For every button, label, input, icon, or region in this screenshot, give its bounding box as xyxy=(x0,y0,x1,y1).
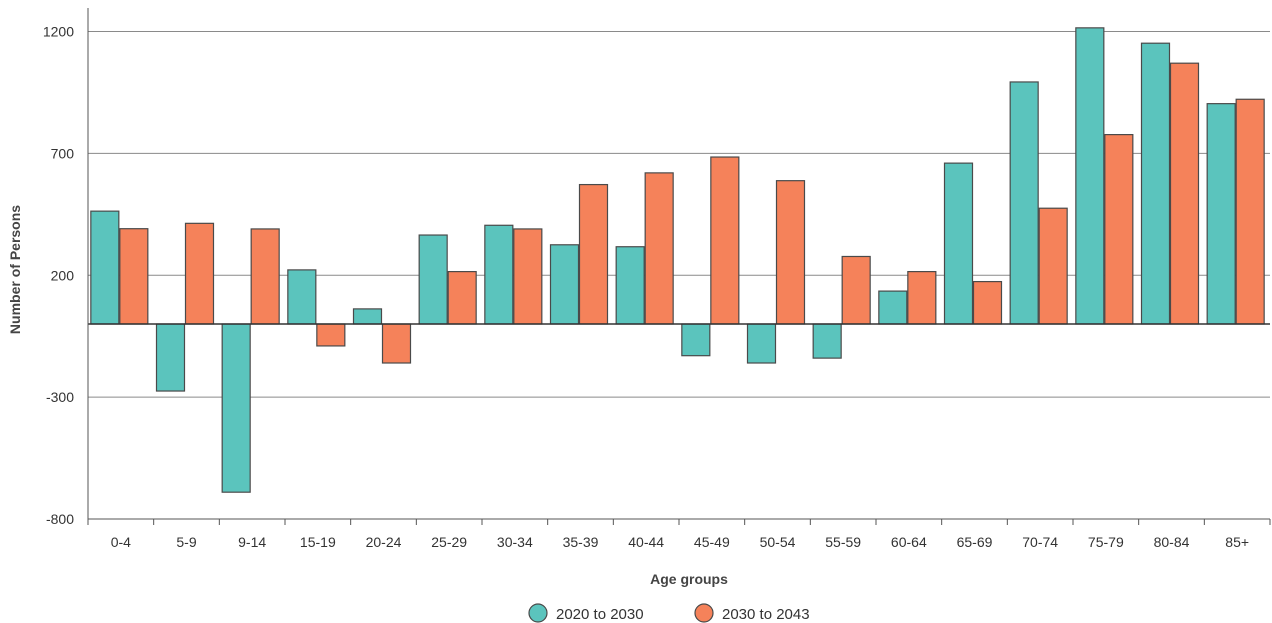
bar-series-1-20-24 xyxy=(352,308,383,325)
bar-series-1-50-54 xyxy=(746,323,777,364)
x-tick-label: 55-59 xyxy=(825,534,861,550)
bar-series-2-45-49 xyxy=(710,156,740,325)
bar-series-2-30-34 xyxy=(513,228,543,325)
x-tick-label: 70-74 xyxy=(1022,534,1058,550)
x-tick-label: 45-49 xyxy=(694,534,730,550)
bar-series-2-20-24 xyxy=(381,323,412,364)
bar-series-2-65-69 xyxy=(972,280,1003,325)
bar-series-2-40-44 xyxy=(644,172,674,325)
legend-swatch xyxy=(528,603,548,623)
bar-series-1-65-69 xyxy=(943,162,974,325)
legend-label: 2020 to 2030 xyxy=(556,606,644,623)
bar-series-1-85+ xyxy=(1206,103,1236,325)
x-tick-label: 15-19 xyxy=(300,534,336,550)
gridlines xyxy=(88,31,1270,398)
x-tick-label: 35-39 xyxy=(563,534,599,550)
x-axis-title: Age groups xyxy=(650,571,728,587)
bar-series-2-35-39 xyxy=(578,183,609,325)
bar-series-2-9-14 xyxy=(250,228,280,325)
bar-series-1-35-39 xyxy=(549,244,580,325)
x-tick-label: 40-44 xyxy=(628,534,664,550)
x-tick-label: 60-64 xyxy=(891,534,927,550)
bar-series-1-30-34 xyxy=(484,224,514,325)
bar-series-2-25-29 xyxy=(447,270,477,325)
bar-series-1-80-84 xyxy=(1140,42,1171,325)
x-tick-label: 85+ xyxy=(1225,534,1249,550)
y-tick-label: 700 xyxy=(51,145,75,161)
bar-series-1-70-74 xyxy=(1009,81,1039,325)
bar-series-2-60-64 xyxy=(907,270,937,325)
x-tick-labels: 0-4 5-9 9-14 15-19 20-24 25-29 30-34 35-39 40-44… xyxy=(87,519,1271,550)
bar-series-2-5-9 xyxy=(184,222,215,325)
bar-series-1-9-14 xyxy=(221,323,251,493)
legend: 2020 to 2030 2030 to 2043 xyxy=(528,603,810,623)
bar-series-2-15-19 xyxy=(316,323,346,347)
bar-series-1-25-29 xyxy=(418,234,448,325)
bar-series-2-75-79 xyxy=(1104,134,1134,325)
y-tick-label: -800 xyxy=(46,511,74,527)
x-tick-label: 30-34 xyxy=(497,534,533,550)
y-tick-label: 1200 xyxy=(43,24,74,40)
y-tick-label: 200 xyxy=(51,267,75,283)
bar-series-1-45-49 xyxy=(681,323,711,357)
legend-label: 2030 to 2043 xyxy=(722,606,810,623)
x-tick-label: 25-29 xyxy=(431,534,467,550)
x-tick-label: 50-54 xyxy=(760,534,796,550)
bar-series-1-15-19 xyxy=(287,269,317,325)
bar-series-1-75-79 xyxy=(1075,27,1105,325)
x-tick-label: 80-84 xyxy=(1154,534,1190,550)
legend-swatch xyxy=(694,603,714,623)
y-axis-title: Number of Persons xyxy=(7,205,23,334)
bar-series-1-5-9 xyxy=(155,323,186,392)
bar-series-1-55-59 xyxy=(812,323,842,359)
bar-series-2-0-4 xyxy=(119,228,149,325)
bar-series-2-70-74 xyxy=(1038,207,1068,325)
y-tick-label: -300 xyxy=(46,389,74,405)
bar-series-1-60-64 xyxy=(878,290,908,325)
x-tick-label: 75-79 xyxy=(1088,534,1124,550)
bar-series-1-40-44 xyxy=(615,246,645,325)
bar-series-1-0-4 xyxy=(90,210,120,325)
x-tick-label: 5-9 xyxy=(176,534,196,550)
bar-series-2-55-59 xyxy=(841,255,871,325)
x-tick-label: 20-24 xyxy=(366,534,402,550)
x-tick-label: 0-4 xyxy=(111,534,131,550)
x-tick-label: 9-14 xyxy=(238,534,266,550)
x-tick-label: 65-69 xyxy=(957,534,993,550)
bars xyxy=(90,27,1265,493)
y-tick-labels: -800 -300 200 700 1200 xyxy=(43,24,74,528)
bar-series-2-80-84 xyxy=(1169,62,1200,325)
bar-series-2-85+ xyxy=(1235,98,1265,325)
bar-series-2-50-54 xyxy=(775,180,806,325)
